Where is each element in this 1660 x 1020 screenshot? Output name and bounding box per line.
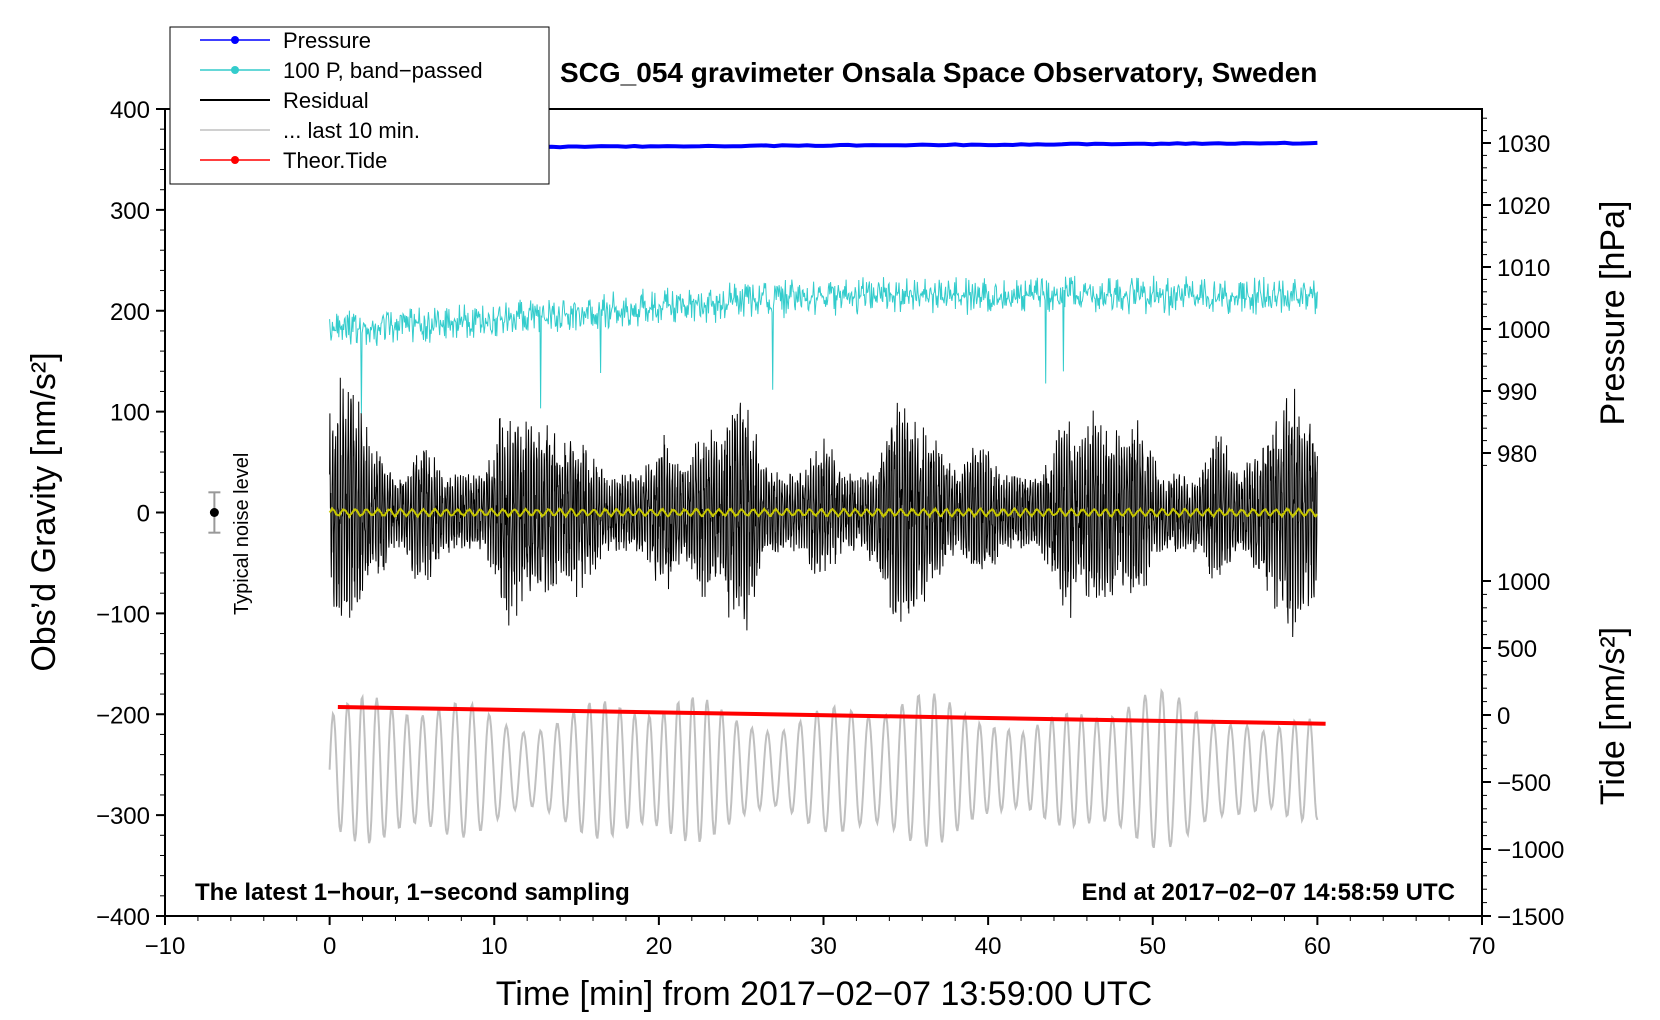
series-theor-tide [337, 704, 1326, 726]
y-axis-tide: 1000 500 0 −500 −1000 −1500 [1482, 569, 1564, 931]
tide-tick-label: 500 [1497, 636, 1537, 663]
pressure-tick-label: 990 [1497, 379, 1537, 406]
x-tick-label: 60 [1304, 933, 1331, 960]
y-axis-title-pressure: Pressure [hPa] [1594, 201, 1632, 426]
series-band-passed [329, 275, 1318, 414]
y-tick-label: −400 [96, 904, 150, 931]
x-tick-label: 30 [810, 933, 837, 960]
y-tick-label: 400 [110, 97, 150, 124]
x-axis-title: Time [min] from 2017−02−07 13:59:00 UTC [496, 975, 1152, 1013]
legend-label: Pressure [283, 28, 371, 53]
pressure-tick-label: 1010 [1497, 255, 1550, 282]
y-tick-label: 300 [110, 198, 150, 225]
y-tick-label: 200 [110, 299, 150, 326]
y-tick-label: −200 [96, 702, 150, 729]
legend-marker [231, 66, 239, 74]
x-axis: −10 0 10 20 30 40 50 60 70 [145, 916, 1496, 960]
noise-label: Typical noise level [231, 453, 253, 615]
y-axis-left: 400 300 200 100 0 −100 −200 −300 −400 [96, 97, 165, 931]
y-axis-title-tide: Tide [nm/s²] [1594, 627, 1632, 805]
x-tick-label: 0 [323, 933, 336, 960]
x-tick-label: −10 [145, 933, 186, 960]
series-residual [329, 377, 1318, 638]
x-tick-label: 20 [646, 933, 673, 960]
tide-tick-label: −1500 [1497, 904, 1564, 931]
tide-tick-label: 0 [1497, 703, 1510, 730]
y-tick-label: 0 [137, 501, 150, 528]
tide-tick-label: 1000 [1497, 569, 1550, 596]
series-last-10-min [328, 688, 1319, 849]
pressure-tick-label: 1020 [1497, 193, 1550, 220]
legend-label: Residual [283, 88, 369, 113]
chart-title: SCG_054 gravimeter Onsala Space Observat… [560, 57, 1317, 88]
legend-marker [231, 156, 239, 164]
series-residual-smoothed [328, 506, 1318, 520]
pressure-tick-label: 1030 [1497, 131, 1550, 158]
note-end-time: End at 2017−02−07 14:58:59 UTC [1081, 879, 1455, 906]
note-sampling: The latest 1−hour, 1−second sampling [195, 879, 630, 906]
pressure-tick-label: 980 [1497, 441, 1537, 468]
pressure-tick-label: 1000 [1497, 317, 1550, 344]
x-tick-label: 50 [1139, 933, 1166, 960]
x-tick-label: 70 [1469, 933, 1496, 960]
y-tick-label: −300 [96, 803, 150, 830]
legend-marker [231, 36, 239, 44]
y-axis-pressure: 1030 1020 1010 1000 990 980 [1482, 117, 1550, 468]
y-tick-label: −100 [96, 601, 150, 628]
legend: Pressure 100 P, band−passed Residual ... la… [169, 26, 550, 185]
noise-bar [208, 491, 221, 534]
noise-bar-point [209, 508, 219, 517]
x-tick-label: 10 [481, 933, 508, 960]
series-layer [328, 140, 1326, 849]
legend-label: Theor.Tide [283, 148, 387, 173]
y-axis-title-left: Obs’d Gravity [nm/s²] [25, 352, 63, 671]
y-tick-label: 100 [110, 400, 150, 427]
tide-tick-label: −1000 [1497, 837, 1564, 864]
legend-label: ... last 10 min. [283, 118, 420, 143]
tide-tick-label: −500 [1497, 770, 1551, 797]
x-tick-label: 40 [975, 933, 1002, 960]
legend-label: 100 P, band−passed [283, 58, 483, 83]
